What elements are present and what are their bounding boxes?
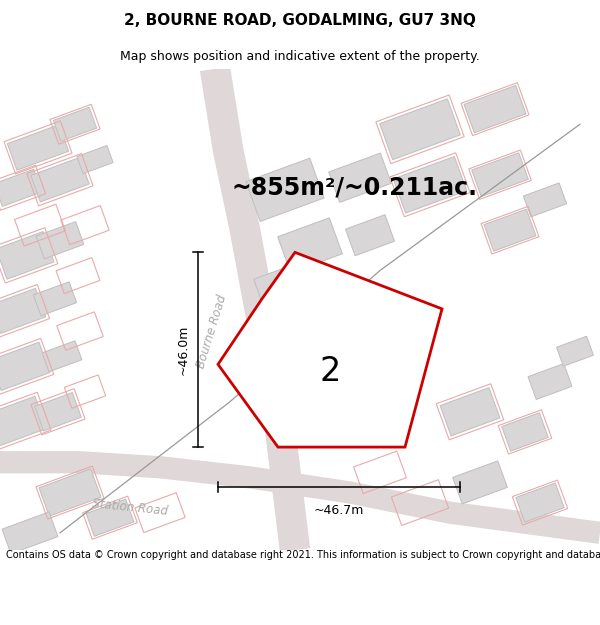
- Text: Map shows position and indicative extent of the property.: Map shows position and indicative extent…: [120, 49, 480, 62]
- Polygon shape: [394, 156, 467, 213]
- Polygon shape: [53, 107, 97, 141]
- Polygon shape: [528, 364, 572, 399]
- Text: ~855m²/~0.211ac.: ~855m²/~0.211ac.: [232, 176, 478, 200]
- Polygon shape: [7, 124, 68, 170]
- Polygon shape: [452, 461, 508, 504]
- Polygon shape: [380, 99, 460, 160]
- Polygon shape: [31, 158, 89, 202]
- Polygon shape: [0, 396, 47, 448]
- Text: Contains OS data © Crown copyright and database right 2021. This information is : Contains OS data © Crown copyright and d…: [6, 550, 600, 560]
- Polygon shape: [329, 153, 391, 202]
- Polygon shape: [34, 282, 77, 316]
- Text: 2: 2: [319, 355, 341, 388]
- Polygon shape: [2, 512, 58, 554]
- Polygon shape: [346, 215, 395, 256]
- Text: Station Road: Station Road: [92, 498, 169, 518]
- Polygon shape: [39, 469, 101, 516]
- Polygon shape: [35, 392, 81, 431]
- Polygon shape: [0, 232, 54, 279]
- Polygon shape: [472, 152, 528, 197]
- Polygon shape: [218, 253, 442, 447]
- Polygon shape: [246, 158, 324, 221]
- Polygon shape: [502, 412, 548, 451]
- Polygon shape: [0, 342, 50, 391]
- Text: ~46.7m: ~46.7m: [314, 504, 364, 517]
- Text: 2, BOURNE ROAD, GODALMING, GU7 3NQ: 2, BOURNE ROAD, GODALMING, GU7 3NQ: [124, 12, 476, 28]
- Polygon shape: [516, 483, 564, 522]
- Polygon shape: [0, 288, 46, 333]
- Polygon shape: [77, 146, 113, 174]
- Polygon shape: [464, 86, 526, 133]
- Text: ~46.0m: ~46.0m: [176, 324, 190, 375]
- Text: Bourne Road: Bourne Road: [194, 292, 229, 369]
- Polygon shape: [254, 264, 306, 308]
- Polygon shape: [440, 388, 500, 436]
- Polygon shape: [278, 217, 343, 272]
- Polygon shape: [86, 499, 134, 536]
- Polygon shape: [0, 169, 42, 206]
- Polygon shape: [484, 209, 536, 251]
- Polygon shape: [557, 336, 593, 366]
- Polygon shape: [42, 341, 82, 372]
- Polygon shape: [523, 183, 566, 217]
- Polygon shape: [36, 222, 84, 259]
